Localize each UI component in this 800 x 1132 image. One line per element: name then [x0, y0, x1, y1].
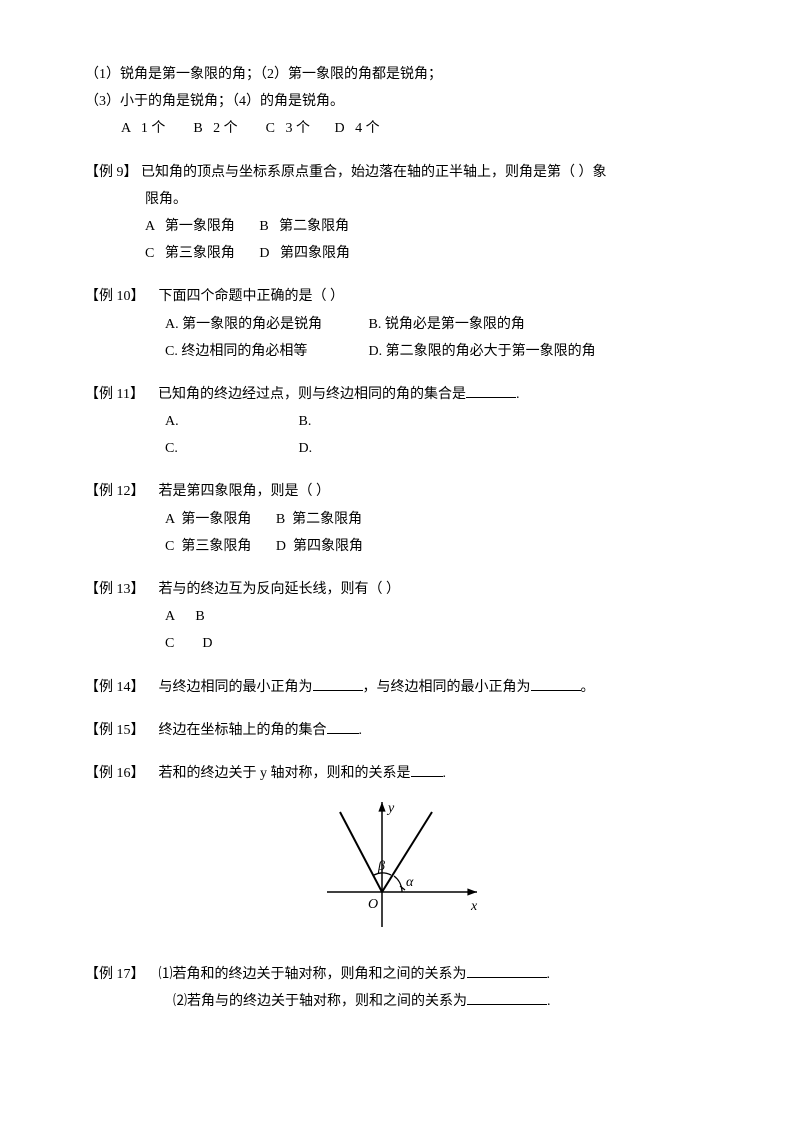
ex16-text: 若和的终边关于 y 轴对称，则和的关系是: [159, 766, 411, 781]
ex10-d: D. 第二象限的角必大于第一象限的角: [369, 339, 596, 364]
ex15-end: .: [359, 723, 363, 738]
svg-text:O: O: [368, 897, 378, 912]
intro-line-1: （1）锐角是第一象限的角；（2）第一象限的角都是锐角；: [85, 62, 715, 87]
ex16-end: .: [443, 766, 447, 781]
ex14-label: 【例 14】: [85, 680, 145, 695]
ex11-d: D.: [299, 436, 313, 461]
ex17-line2: ⑵若角与的终边关于轴对称，则和之间的关系为.: [85, 989, 715, 1014]
ex16: 【例 16】 若和的终边关于 y 轴对称，则和的关系是.: [85, 761, 715, 786]
intro-options: A 1 个 B 2 个 C 3 个 D 4 个: [85, 116, 715, 141]
svg-text:α: α: [406, 875, 414, 890]
svg-text:x: x: [470, 899, 478, 914]
ex11-b: B.: [299, 409, 312, 434]
ex10-row2: C. 终边相同的角必相等 D. 第二象限的角必大于第一象限的角: [85, 339, 715, 364]
ex13-label: 【例 13】: [85, 582, 145, 597]
ex9-opts-ab: A 第一象限角 B 第二象限角: [85, 214, 715, 239]
ex13-title: 若与的终边互为反向延长线，则有（ ）: [159, 582, 401, 597]
ex14-t1: 与终边相同的最小正角为: [159, 680, 313, 695]
ex11: 【例 11】 已知角的终边经过点，则与终边相同的角的集合是.: [85, 382, 715, 407]
ex17-l2: ⑵若角与的终边关于轴对称，则和之间的关系为: [173, 994, 467, 1009]
ex16-label: 【例 16】: [85, 766, 145, 781]
ex12-title: 若是第四象限角，则是（ ）: [159, 484, 331, 499]
ex13-row1: A B: [85, 604, 715, 629]
svg-text:y: y: [386, 801, 395, 816]
ex11-dot: .: [516, 387, 520, 402]
ex11-title: 已知角的终边经过点，则与终边相同的角的集合是: [158, 387, 466, 402]
ex12-label: 【例 12】: [85, 484, 145, 499]
ex17-label: 【例 17】: [85, 967, 145, 982]
ex17-line1: 【例 17】 ⑴若角和的终边关于轴对称，则角和之间的关系为.: [85, 962, 715, 987]
ex11-a: A.: [165, 409, 295, 434]
ex11-c: C.: [165, 436, 295, 461]
ex9: 【例 9】 已知角的顶点与坐标系原点重合，始边落在轴的正半轴上，则角是第（ ）象: [85, 160, 715, 185]
ex10-b: B. 锐角必是第一象限的角: [369, 312, 525, 337]
ex9-body1: 已知角的顶点与坐标系原点重合，始边落在轴的正半轴上，则角是第（ ）象: [141, 165, 607, 180]
ex14-mid: ，与终边相同的最小正角为: [363, 680, 531, 695]
ex10: 【例 10】 下面四个命题中正确的是（ ）: [85, 284, 715, 309]
ex12: 【例 12】 若是第四象限角，则是（ ）: [85, 479, 715, 504]
ex10-row1: A. 第一象限的角必是锐角 B. 锐角必是第一象限的角: [85, 312, 715, 337]
ex9-opts-cd: C 第三象限角 D 第四象限角: [85, 241, 715, 266]
ex10-title: 下面四个命题中正确的是（ ）: [159, 289, 345, 304]
ex17-l1: ⑴若角和的终边关于轴对称，则角和之间的关系为: [159, 967, 467, 982]
ex10-label: 【例 10】: [85, 289, 145, 304]
ex9-label: 【例 9】: [85, 165, 138, 180]
ex12-opts-ab: A 第一象限角 B 第二象限角: [85, 507, 715, 532]
ex14-end: 。: [581, 680, 595, 695]
ex15-label: 【例 15】: [85, 723, 145, 738]
ex11-row1: A. B.: [85, 409, 715, 434]
ex12-opts-cd: C 第三象限角 D 第四象限角: [85, 534, 715, 559]
angle-diagram: x y Oα β: [310, 794, 490, 944]
ex17-e1: .: [547, 967, 551, 982]
svg-text:β: β: [377, 859, 385, 874]
ex15-text: 终边在坐标轴上的角的集合: [159, 723, 327, 738]
ex15: 【例 15】 终边在坐标轴上的角的集合.: [85, 718, 715, 743]
ex13: 【例 13】 若与的终边互为反向延长线，则有（ ）: [85, 577, 715, 602]
ex14: 【例 14】 与终边相同的最小正角为 ，与终边相同的最小正角为 。: [85, 675, 715, 700]
ex13-row2: C D: [85, 631, 715, 656]
ex10-a: A. 第一象限的角必是锐角: [165, 312, 365, 337]
ex10-c: C. 终边相同的角必相等: [165, 339, 365, 364]
ex11-label: 【例 11】: [85, 387, 144, 402]
ex16-diagram: x y Oα β: [85, 794, 715, 944]
ex9-body2: 限角。: [85, 187, 715, 212]
ex11-row2: C. D.: [85, 436, 715, 461]
ex17-e2: .: [547, 994, 551, 1009]
intro-line-2: （3）小于的角是锐角；（4）的角是锐角。: [85, 89, 715, 114]
